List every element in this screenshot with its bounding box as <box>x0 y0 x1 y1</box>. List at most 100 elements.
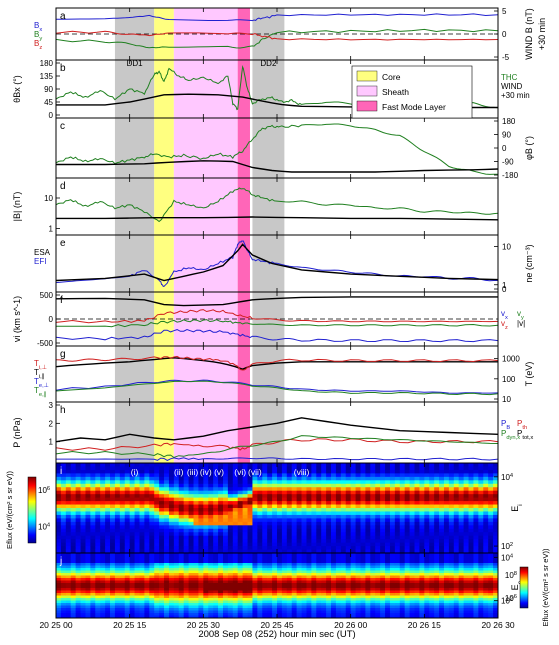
heatmap-i-cell <box>257 463 263 467</box>
heatmap-i-cell <box>316 532 322 537</box>
heatmap-i-cell <box>434 480 440 485</box>
heatmap-i-cell <box>75 501 81 505</box>
heatmap-i-cell <box>60 539 67 544</box>
heatmap-i-cell <box>321 483 327 488</box>
heatmap-i-cell <box>281 535 288 540</box>
heatmap-i-cell <box>100 483 106 488</box>
heatmap-j-cell <box>350 595 356 599</box>
heatmap-i-cell <box>404 546 410 550</box>
x-tick-label: 20 26 15 <box>408 620 441 630</box>
heatmap-j-cell <box>365 613 371 616</box>
heatmap-i-cell <box>414 501 420 505</box>
heatmap-i-cell <box>375 504 381 509</box>
heatmap-i-cell <box>237 535 244 540</box>
heatmap-i-cell <box>419 528 425 533</box>
heatmap-j-cell <box>281 598 288 601</box>
heatmap-i-cell <box>424 525 430 530</box>
heatmap-j-cell <box>227 583 234 586</box>
heatmap-i-cell <box>85 542 91 547</box>
heatmap-j-cell <box>453 595 460 599</box>
heatmap-i-cell <box>448 497 455 502</box>
heatmap-i-cell <box>208 476 214 481</box>
heatmap-i-cell <box>105 487 111 492</box>
heatmap-i-cell <box>321 497 327 502</box>
heatmap-i-cell <box>208 487 214 492</box>
heatmap-i-cell <box>365 546 371 550</box>
heatmap-j-cell <box>335 590 342 594</box>
heatmap-i-cell <box>75 473 81 478</box>
heatmap-i-cell <box>424 528 430 533</box>
heatmap-j-cell <box>439 585 445 589</box>
heatmap-j-cell <box>149 563 155 566</box>
heatmap-j-cell <box>443 555 450 559</box>
heatmap-j-cell <box>257 600 263 604</box>
panel-f-rlabel-3: |v| <box>517 319 525 328</box>
heatmap-j-cell <box>463 565 469 569</box>
heatmap-j-cell <box>355 565 361 569</box>
heatmap-i-cell <box>404 535 410 540</box>
heatmap-j-cell <box>134 575 140 579</box>
heatmap-i-cell <box>227 546 234 550</box>
heatmap-j-cell <box>203 605 209 609</box>
heatmap-j-cell <box>218 583 224 586</box>
heatmap-j-cell <box>242 568 248 571</box>
heatmap-i-cell <box>429 518 435 523</box>
heatmap-j-cell <box>95 613 101 616</box>
heatmap-i-cell <box>463 483 469 488</box>
heatmap-j-cell <box>105 555 111 559</box>
heatmap-j-cell <box>296 568 302 571</box>
heatmap-i-cell <box>237 463 244 467</box>
heatmap-j-cell <box>119 573 126 576</box>
heatmap-j-cell <box>80 615 86 619</box>
heatmap-i-cell <box>453 497 460 502</box>
heatmap-j-cell <box>232 568 239 571</box>
heatmap-i-cell <box>281 549 288 554</box>
heatmap-i-cell <box>277 504 283 509</box>
heatmap-i-cell <box>56 490 62 495</box>
heatmap-j-cell <box>144 598 150 601</box>
heatmap-j-cell <box>168 563 175 566</box>
heatmap-j-cell <box>419 610 425 614</box>
heatmap-j-cell <box>458 563 465 566</box>
heatmap-i-cell <box>105 466 111 471</box>
heatmap-i-cell <box>203 532 209 537</box>
heatmap-i-cell <box>365 494 371 499</box>
heatmap-j-cell <box>350 600 356 604</box>
heatmap-i-cell <box>350 487 356 492</box>
heatmap-i-cell <box>434 463 440 467</box>
heatmap-i-cell <box>483 504 489 509</box>
heatmap-j-cell <box>424 585 430 589</box>
heatmap-j-cell <box>414 595 420 599</box>
heatmap-i-cell <box>370 546 376 550</box>
heatmap-i-cell <box>139 539 145 544</box>
heatmap-j-cell <box>370 563 376 566</box>
heatmap-i-cell <box>134 539 140 544</box>
heatmap-i-cell <box>85 504 91 509</box>
heatmap-j-cell <box>439 598 445 601</box>
heatmap-i-cell <box>114 473 121 478</box>
heatmap-j-cell <box>178 570 185 574</box>
heatmap-i-cell <box>218 463 224 467</box>
heatmap-i-cell <box>232 528 239 533</box>
heatmap-j-cell <box>434 613 440 616</box>
heatmap-i-cell <box>65 490 72 495</box>
heatmap-i-cell <box>124 501 131 505</box>
heatmap-i-cell <box>90 473 96 478</box>
heatmap-i-cell <box>355 539 361 544</box>
heatmap-i-cell <box>247 514 253 519</box>
heatmap-j-cell <box>478 585 484 589</box>
heatmap-i-cell <box>75 539 81 544</box>
heatmap-i-cell <box>331 494 337 499</box>
heatmap-i-cell <box>222 501 229 505</box>
heatmap-i-cell <box>345 549 352 554</box>
heatmap-j-cell <box>129 608 135 611</box>
heatmap-j-cell <box>90 593 96 596</box>
heatmap-j-cell <box>232 603 239 606</box>
heatmap-j-cell <box>443 570 450 574</box>
heatmap-i-cell <box>335 463 342 467</box>
heatmap-i-cell <box>473 525 479 530</box>
heatmap-i-cell <box>360 476 366 481</box>
heatmap-j-cell <box>399 613 406 616</box>
heatmap-j-cell <box>493 558 499 561</box>
heatmap-j-cell <box>65 600 72 604</box>
